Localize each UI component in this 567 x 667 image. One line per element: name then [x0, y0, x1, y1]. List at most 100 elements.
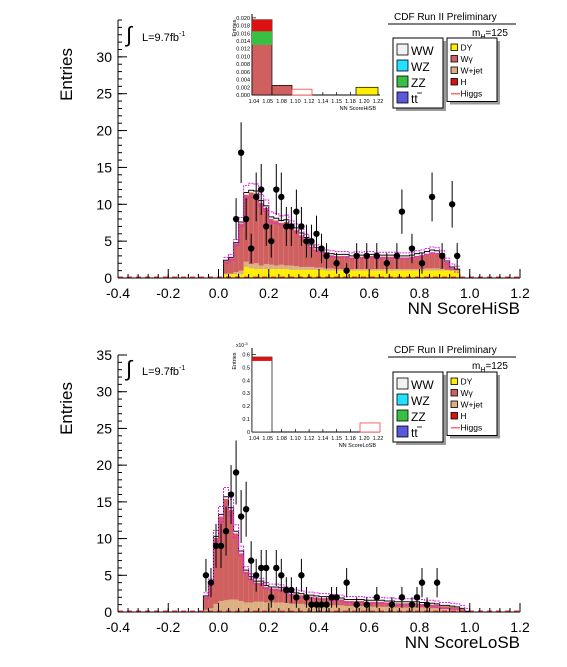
wjet-stack-bar — [273, 265, 279, 270]
x-tick-label: -0.2 — [156, 619, 180, 635]
ww-stack-bar — [429, 603, 435, 605]
dy-stack-bar — [454, 270, 460, 278]
wgamma-stack-bar — [394, 603, 400, 608]
dy-stack-bar — [424, 270, 430, 278]
wgamma-stack-bar — [233, 533, 239, 600]
data-point — [252, 193, 260, 201]
dy-stack-bar — [243, 266, 249, 278]
data-point — [283, 586, 290, 594]
legend-swatch — [450, 66, 458, 74]
inset-multiplier: x10-3 — [236, 341, 248, 349]
dy-stack-bar — [404, 270, 410, 278]
wjet-stack-bar — [394, 607, 400, 612]
uncertainty-lower — [223, 196, 460, 273]
inset-y-tick-label: 0.3 — [242, 391, 250, 397]
wjet-stack-bar — [419, 607, 425, 612]
dy-stack-bar — [379, 270, 385, 278]
legend-label: DY — [461, 377, 473, 387]
data-point — [232, 469, 240, 476]
inset-y-tick-label: 0.6 — [242, 352, 250, 358]
y-tick-label: 0 — [104, 604, 112, 620]
wgamma-stack-bar — [424, 253, 430, 269]
data-point — [418, 260, 426, 267]
wgamma-stack-bar — [369, 601, 375, 607]
ww-stack-bar — [359, 255, 365, 257]
data-point — [263, 223, 270, 230]
x-tick-label: 1.0 — [460, 285, 480, 301]
wjet-stack-bar — [278, 264, 284, 270]
header-box — [388, 343, 516, 357]
dy-stack-bar — [228, 274, 234, 278]
wjet-stack-bar — [349, 269, 355, 271]
wgamma-stack-bar — [273, 220, 279, 266]
data-point — [318, 245, 325, 252]
legend-swatch — [450, 400, 458, 408]
ww-stack-bar — [429, 249, 435, 253]
wjet-stack-bar — [253, 601, 259, 612]
wgamma-stack-bar — [339, 599, 345, 606]
inset-x-tick-label: 1.22 — [373, 99, 384, 105]
wjet-stack-bar — [319, 267, 325, 270]
ww-stack-bar — [434, 250, 440, 253]
dy-stack-bar — [384, 270, 390, 278]
wgamma-stack-bar — [389, 256, 395, 270]
ww-stack-bar — [243, 570, 249, 572]
higgs-mass-subscript: H — [480, 367, 485, 374]
data-point — [423, 601, 431, 608]
ww-stack-bar — [419, 602, 425, 604]
legend-label: H — [461, 411, 467, 421]
wjet-stack-bar — [298, 266, 304, 270]
inset-x-tick-label: 1.10 — [290, 99, 301, 105]
wjet-stack-bar — [429, 268, 435, 271]
data-point — [413, 594, 421, 601]
legend-label: Wγ — [461, 388, 474, 398]
wjet-stack-bar — [379, 606, 385, 612]
wgamma-stack-bar — [258, 202, 264, 266]
dy-stack-bar — [324, 270, 330, 278]
legend-swatch — [450, 377, 458, 385]
integral-symbol: ∫ — [124, 356, 134, 381]
inset-bar-higgs — [359, 422, 381, 433]
wgamma-stack-bar — [349, 257, 355, 270]
data-point — [288, 586, 295, 594]
ww-stack-bar — [349, 255, 355, 258]
dy-stack-bar — [263, 269, 269, 278]
ww-stack-bar — [339, 598, 345, 600]
uncertainty-upper — [223, 182, 460, 267]
ww-stack-bar — [344, 254, 350, 256]
wjet-stack-bar — [444, 609, 450, 612]
data-point — [428, 193, 436, 201]
data-point — [453, 252, 461, 260]
data-point — [212, 542, 220, 550]
dy-stack-bar — [339, 270, 345, 278]
wjet-stack-bar — [203, 609, 209, 612]
inset-x-tick-label: 1.20 — [359, 436, 370, 442]
y-tick-label: 25 — [96, 86, 112, 102]
inset-y-tick-label: 0.020 — [236, 16, 250, 22]
wjet-stack-bar — [434, 608, 440, 612]
wgamma-stack-bar — [344, 255, 350, 270]
wgamma-stack-bar — [404, 603, 410, 608]
y-tick-label: 20 — [96, 457, 112, 473]
ww-stack-bar — [263, 585, 269, 588]
wjet-stack-bar — [324, 268, 330, 271]
dy-stack-bar — [329, 270, 335, 278]
wgamma-stack-bar — [278, 222, 284, 265]
integral-symbol: ∫ — [124, 22, 134, 47]
inset-y-tick-label: 0.002 — [236, 85, 250, 91]
wgamma-stack-bar — [404, 257, 410, 270]
luminosity-exponent: -1 — [179, 365, 185, 372]
wgamma-stack-bar — [449, 267, 455, 270]
data-point — [273, 564, 280, 572]
data-point — [242, 506, 250, 513]
inset-y-tick-label: 0.016 — [236, 31, 250, 37]
dy-stack-bar — [308, 269, 314, 278]
ww-stack-bar — [404, 255, 410, 258]
wjet-stack-bar — [218, 600, 224, 612]
inset-y-tick-label: 0.008 — [236, 62, 250, 68]
data-point — [433, 579, 441, 586]
wjet-stack-bar — [329, 605, 335, 612]
wgamma-stack-bar — [238, 223, 244, 271]
wjet-stack-bar — [354, 269, 360, 271]
x-tick-label: 0.4 — [309, 285, 329, 301]
